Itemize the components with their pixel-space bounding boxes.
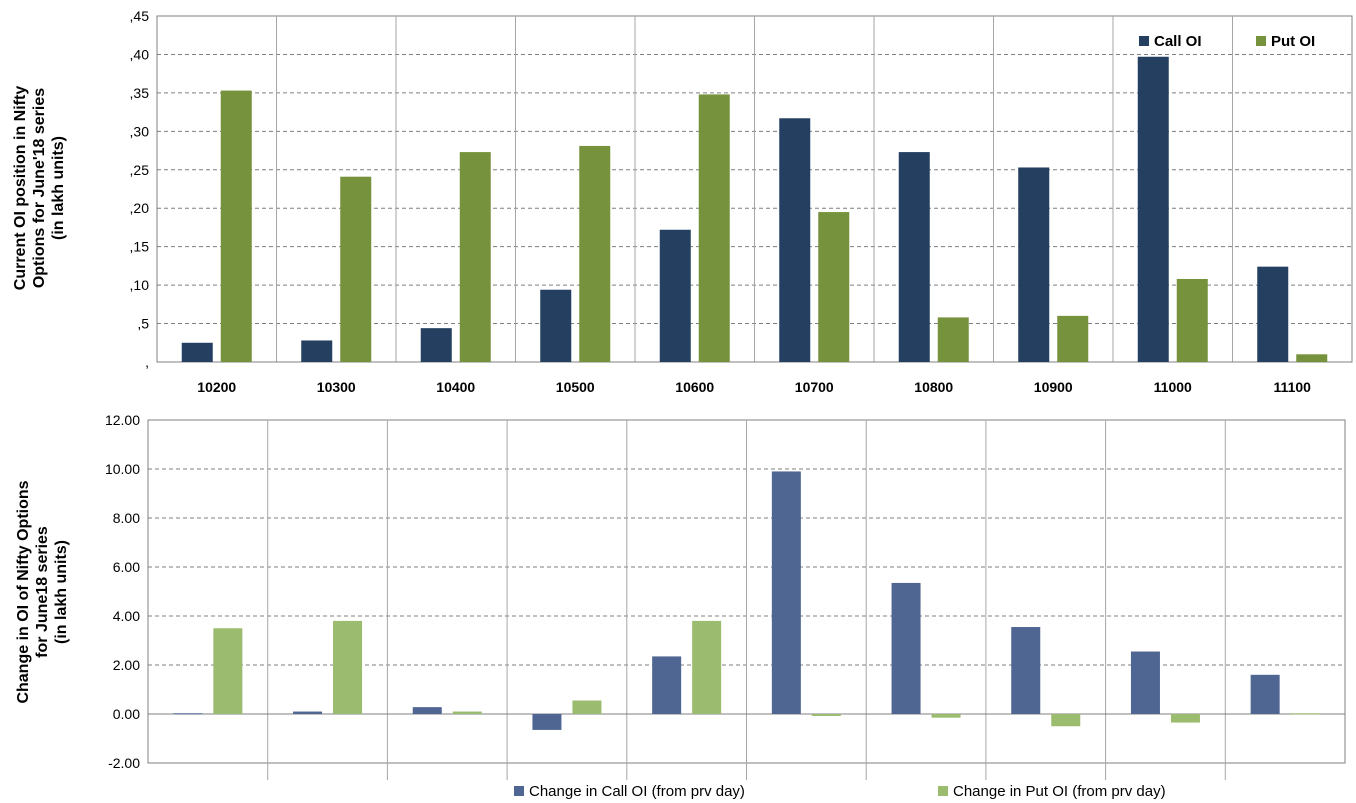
x-tick-label: 10700 [795,379,834,395]
x-tick-label: 10800 [914,379,953,395]
change-in-oi-chart: -2.00 0.00 2.00 4.00 6.00 8.00 10.00 12.00 Chang… [15,412,1346,800]
bar-put-10200 [213,628,243,714]
y-tick-label: ,10 [130,277,150,293]
y-tick-label: 10.00 [105,461,140,477]
x-tick-label: 10500 [556,379,595,395]
y-tick-label: -2.00 [108,755,140,771]
legend-swatch [1256,36,1266,46]
y-tick-label: 0.00 [113,706,140,722]
bar-put-10800 [931,714,961,718]
bar-put-10700 [818,212,850,362]
bar-put-10900 [1057,315,1089,362]
y-tick-label: ,15 [130,239,150,255]
legend-swatch [1139,36,1149,46]
y-tick-label: ,40 [130,46,150,62]
bar-call-10900 [1018,167,1050,362]
legend-label: Change in Put OI (from prv day) [953,783,1166,800]
bar-call-10500 [540,289,572,362]
bar-put-10900 [1051,714,1081,727]
legend-label: Call OI [1154,33,1202,50]
bar-call-11000 [1137,56,1169,363]
y-tick-label: ,35 [130,85,150,101]
y-axis-label-line: Current OI position in Nifty [12,86,29,291]
bar-call-10800 [891,582,921,714]
y-axis-label-line: Options for June'18 series [31,88,48,288]
bar-call-10200 [181,342,213,362]
y-tick-label: 12.00 [105,412,140,428]
y-tick-label: ,45 [130,8,150,24]
bar-put-10300 [333,620,363,714]
x-tick-label: 10200 [197,379,236,395]
bar-put-10500 [572,700,602,714]
bar-call-10400 [412,707,442,714]
legend-label: Change in Call OI (from prv day) [529,783,745,800]
legend-swatch [514,786,524,796]
bar-put-10500 [579,145,611,362]
x-tick-label: 10600 [675,379,714,395]
bar-put-10800 [937,317,969,362]
bar-call-10800 [898,152,930,362]
y-axis-label-line: Change in OI of Nifty Options [15,480,32,703]
bar-call-10300 [301,340,333,362]
bar-put-11100 [1290,713,1320,715]
x-tick-label: 10400 [436,379,475,395]
y-tick-label: , [145,354,149,370]
x-tick-label: 10300 [317,379,356,395]
bar-put-10600 [692,620,722,714]
bar-put-10400 [459,152,491,362]
bar-put-10200 [220,90,252,363]
y-axis-label-line: (in lakh units) [50,136,67,240]
bar-put-10400 [452,711,482,714]
bar-call-11000 [1130,651,1160,714]
y-tick-label: 8.00 [113,510,140,526]
bar-put-11100 [1296,354,1328,362]
y-axis-label-line: for June18 series [34,526,51,658]
bar-put-10600 [698,94,730,362]
y-tick-label: 6.00 [113,559,140,575]
bar-call-11100 [1257,266,1289,362]
bar-put-11000 [1176,278,1208,362]
bar-call-10500 [532,714,562,730]
bar-call-10400 [420,328,452,362]
bar-call-10200 [173,713,203,715]
bar-call-11100 [1250,674,1280,714]
x-tick-label: 11100 [1274,379,1312,395]
y-tick-label: ,20 [130,200,150,216]
bar-put-10700 [811,714,841,716]
y-axis-label-line: (in lakh units) [53,540,70,644]
y-tick-label: 2.00 [113,657,140,673]
bar-call-10700 [771,471,801,714]
y-tick-label: ,30 [130,123,150,139]
bar-put-10300 [340,176,372,362]
legend-swatch [938,786,948,796]
bar-call-10600 [652,656,682,714]
y-axis-label: Change in OI of Nifty Options for June18 … [15,480,70,703]
x-tick-label: 10900 [1034,379,1073,395]
bar-call-10900 [1011,627,1041,714]
y-axis-label: Current OI position in Nifty Options for … [12,86,67,291]
current-oi-chart: , ,5 ,10 ,15 ,20 ,25 ,30 ,35 ,40 ,45 10200 10300 104… [12,8,1353,395]
bar-call-10700 [779,118,811,362]
bar-call-10600 [659,229,691,362]
x-tick-label: 11000 [1154,379,1192,395]
y-tick-label: 4.00 [113,608,140,624]
bar-call-10300 [293,711,323,714]
bar-put-11000 [1170,714,1200,723]
legend-label: Put OI [1271,33,1315,50]
y-tick-label: ,25 [130,162,150,178]
y-tick-label: ,5 [137,316,149,332]
